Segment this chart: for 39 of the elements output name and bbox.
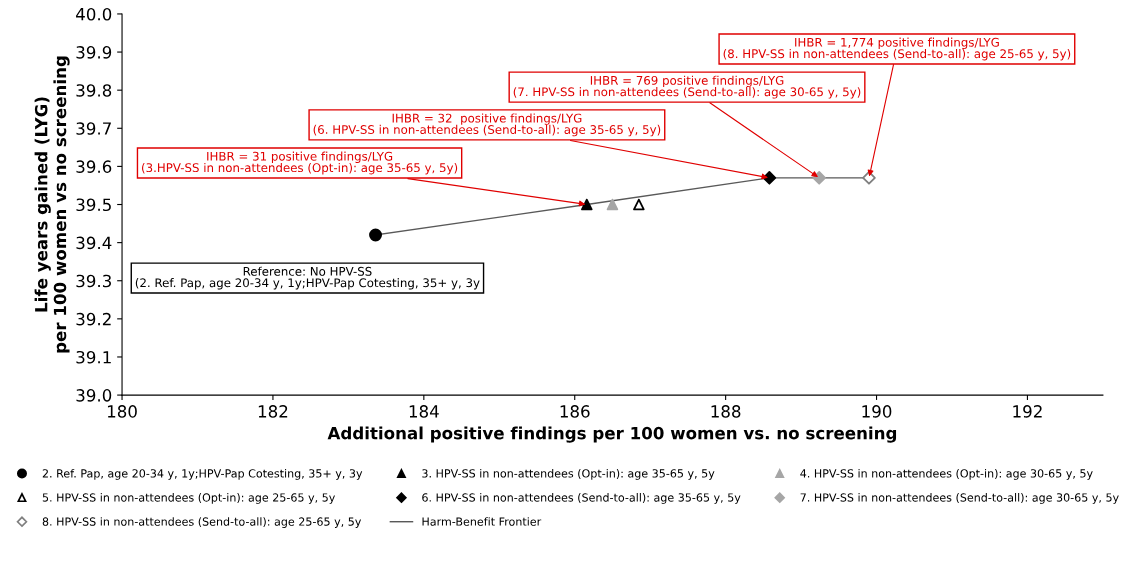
y-tick-label: 39.9: [76, 46, 112, 59]
legend-label: 8. HPV-SS in non-attendees (Send-to-all): age 25-65 y, 5y: [42, 517, 362, 528]
x-tick-label: 182: [258, 405, 288, 418]
annotation: IHBR = 1,774 positive findings/LYG (8. HPV-SS in non-attendees (Send-to-all): age 25-65 y, 5y): [723, 37, 1071, 61]
x-tick-label: 184: [409, 405, 439, 418]
annotation: IHBR = 31 positive findings/LYG (3.HPV-SS in non-attendees (Opt-in): age 35-65 y, 5y): [142, 151, 458, 175]
y-tick-label: 39.8: [76, 84, 112, 97]
y-tick-label: 39.4: [76, 236, 112, 250]
y-tick-label: 39.2: [76, 312, 111, 326]
point: [812, 171, 826, 185]
x-tick-label: 188: [711, 405, 741, 418]
y-tick-label: 40.0: [76, 7, 112, 21]
y-tick-label: 39.7: [76, 122, 111, 135]
annotation: Reference: No HPV-SS (2. Ref. Pap, age 20-34 y, 1y;HPV-Pap Cotesting, 35+ y, 3y: [135, 266, 480, 290]
legend-label: 5. HPV-SS in non-attendees (Opt-in): age 25-65 y, 5y: [42, 493, 335, 504]
x-axis-title: Additional positive findings per 100 women vs. no screening: [327, 426, 897, 443]
y-axis-title: Life years gained (LYG) per 100 women vs no screening: [34, 56, 70, 353]
point: [633, 198, 645, 211]
y-tick-label: 39.6: [76, 160, 112, 173]
annotation: IHBR = 32 positive findings/LYG (6. HPV-SS in non-attendees (Send-to-all): age 35-65 y, 5y): [313, 113, 661, 137]
y-tick-label: 39.0: [76, 389, 112, 402]
x-tick-label: 186: [560, 405, 590, 418]
point: [369, 228, 383, 242]
point: [606, 198, 619, 211]
point: [862, 171, 876, 185]
annotation: IHBR = 769 positive findings/LYG (7. HPV-SS in non-attendees (Send-to-all): age 30-65 y, 5y): [513, 75, 861, 99]
point: [581, 198, 593, 211]
legend-label: Harm-Benefit Frontier: [422, 517, 542, 526]
y-tick-label: 39.1: [76, 350, 111, 364]
legend-label: 3. HPV-SS in non-attendees (Opt-in): age 35-65 y, 5y: [422, 468, 715, 480]
legend-label: 6. HPV-SS in non-attendees (Send-to-all): age 35-65 y, 5y: [422, 493, 741, 504]
y-tick-label: 39.5: [76, 198, 111, 212]
x-tick-label: 192: [1013, 405, 1042, 418]
legend-label: 7. HPV-SS in non-attendees (Send-to-all): age 30-65 y, 5y: [800, 493, 1119, 504]
x-tick-label: 190: [862, 405, 892, 418]
x-tick-label: 180: [107, 405, 137, 418]
legend-label: 4. HPV-SS in non-attendees (Opt-in): age 30-65 y, 5y: [800, 468, 1093, 480]
legend-label: 2. Ref. Pap, age 20-34 y, 1y;HPV-Pap Cotesting, 35+ y, 3y: [42, 468, 363, 480]
y-tick-label: 39.3: [76, 274, 111, 288]
